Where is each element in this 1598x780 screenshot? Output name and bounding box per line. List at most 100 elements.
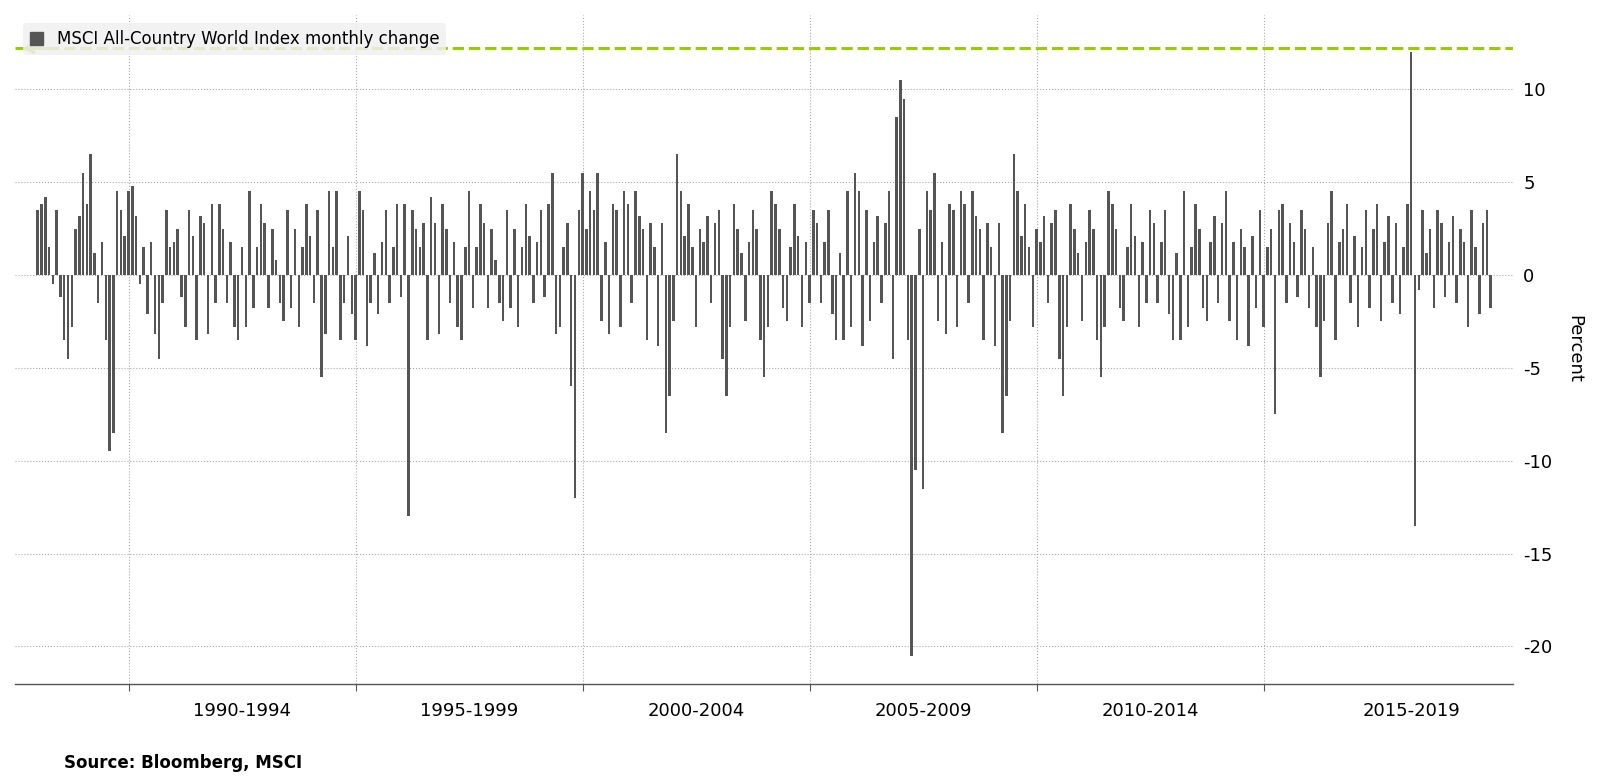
Bar	[1224, 191, 1227, 275]
Bar	[1451, 215, 1454, 275]
Bar	[67, 275, 69, 359]
Bar	[914, 275, 917, 470]
Bar	[222, 229, 224, 275]
Bar	[169, 247, 171, 275]
Bar	[888, 191, 890, 275]
Bar	[1489, 275, 1493, 308]
Bar	[1448, 242, 1451, 275]
Bar	[524, 204, 527, 275]
Text: 2005-2009: 2005-2009	[874, 702, 972, 720]
Bar	[200, 215, 201, 275]
Text: 1990-1994: 1990-1994	[193, 702, 291, 720]
Bar	[117, 191, 118, 275]
Bar	[468, 191, 470, 275]
Bar	[861, 275, 865, 346]
Bar	[369, 275, 372, 303]
Bar	[801, 275, 804, 327]
Bar	[1039, 242, 1042, 275]
Bar	[703, 242, 705, 275]
Bar	[960, 191, 962, 275]
Bar	[471, 275, 475, 308]
Bar	[392, 247, 395, 275]
Bar	[45, 197, 46, 275]
Text: 2000-2004: 2000-2004	[647, 702, 745, 720]
Bar	[230, 242, 232, 275]
Bar	[510, 275, 511, 308]
Bar	[762, 275, 765, 377]
Bar	[1467, 275, 1469, 327]
Bar	[513, 229, 516, 275]
Bar	[892, 275, 893, 359]
Bar	[195, 275, 198, 340]
Bar	[176, 229, 179, 275]
Bar	[483, 223, 486, 275]
Bar	[1024, 204, 1026, 275]
Bar	[1050, 223, 1053, 275]
Bar	[388, 275, 392, 303]
Legend: MSCI All-Country World Index monthly change: MSCI All-Country World Index monthly cha…	[24, 23, 446, 55]
Bar	[1403, 247, 1405, 275]
Bar	[1318, 275, 1322, 377]
Bar	[1107, 191, 1109, 275]
Bar	[502, 275, 505, 321]
Bar	[1205, 275, 1208, 321]
Bar	[1028, 247, 1031, 275]
Bar	[706, 215, 708, 275]
Bar	[441, 204, 444, 275]
Bar	[385, 210, 387, 275]
Bar	[574, 275, 577, 498]
Bar	[407, 275, 409, 516]
Bar	[433, 223, 436, 275]
Bar	[1074, 229, 1075, 275]
Bar	[1282, 204, 1283, 275]
Bar	[740, 253, 743, 275]
Bar	[828, 210, 829, 275]
Bar	[93, 253, 96, 275]
Bar	[820, 275, 823, 303]
Bar	[770, 191, 773, 275]
Bar	[1152, 223, 1155, 275]
Bar	[687, 204, 690, 275]
Bar	[1274, 275, 1277, 414]
Bar	[555, 275, 558, 335]
Bar	[1016, 191, 1020, 275]
Bar	[562, 247, 564, 275]
Bar	[139, 275, 141, 284]
Bar	[1235, 275, 1238, 340]
Bar	[1069, 204, 1072, 275]
Bar	[491, 229, 494, 275]
Bar	[347, 236, 350, 275]
Bar	[956, 275, 959, 327]
Bar	[638, 215, 641, 275]
Bar	[566, 223, 569, 275]
Bar	[880, 275, 882, 303]
Bar	[192, 236, 193, 275]
Bar	[1171, 275, 1175, 340]
Bar	[505, 210, 508, 275]
Bar	[551, 173, 553, 275]
Text: Source: Bloomberg, MSCI: Source: Bloomberg, MSCI	[64, 754, 302, 772]
Bar	[460, 275, 463, 340]
Bar	[184, 275, 187, 327]
Bar	[350, 275, 353, 314]
Bar	[1346, 204, 1349, 275]
Bar	[745, 275, 746, 321]
Bar	[786, 275, 788, 321]
Bar	[123, 236, 126, 275]
Bar	[858, 191, 860, 275]
Bar	[1331, 191, 1333, 275]
Bar	[252, 275, 254, 308]
Bar	[903, 98, 906, 275]
Bar	[900, 80, 901, 275]
Bar	[153, 275, 157, 335]
Bar	[1088, 210, 1091, 275]
Bar	[1445, 275, 1446, 297]
Bar	[1307, 275, 1310, 308]
Bar	[972, 191, 973, 275]
Bar	[1301, 210, 1302, 275]
Bar	[986, 223, 989, 275]
Bar	[1259, 210, 1261, 275]
Bar	[817, 223, 818, 275]
Bar	[1191, 247, 1194, 275]
Bar	[1168, 275, 1170, 314]
